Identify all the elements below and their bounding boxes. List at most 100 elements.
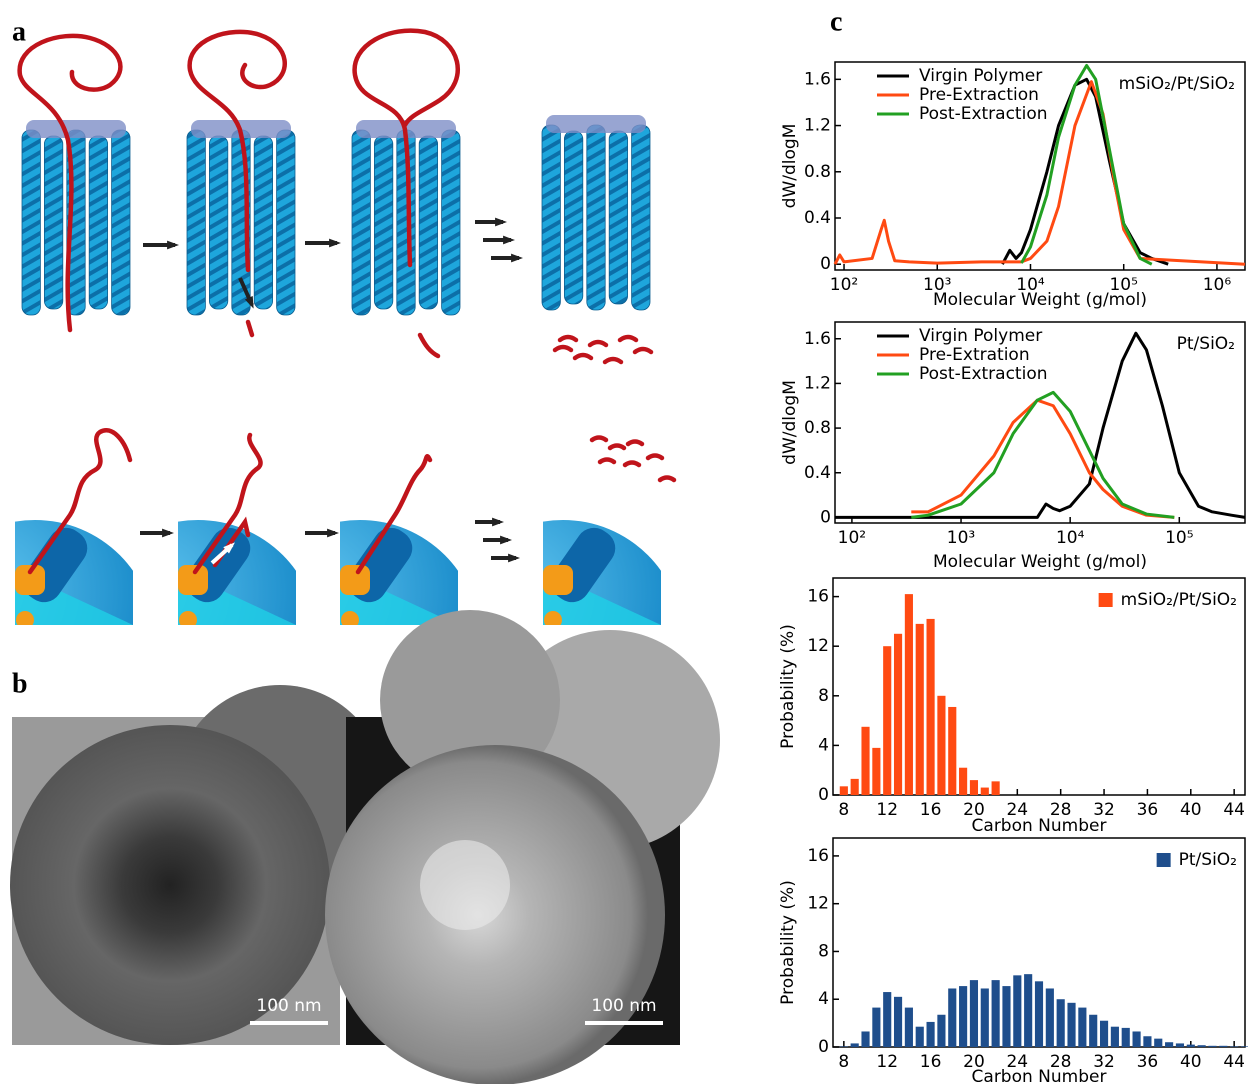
bar [1154,1039,1162,1047]
helix [609,131,627,304]
pt-particle [179,611,197,629]
bar [883,992,891,1047]
bar [861,1031,869,1047]
y-tick-label: 0.8 [804,162,831,182]
x-tick-label: 8 [838,800,849,820]
pt-particle [340,565,370,595]
polymer [592,438,606,441]
legend-label: mSiO₂/Pt/SiO₂ [1121,590,1237,610]
x-tick-label: 10² [830,275,858,295]
y-tick-label: 1.2 [804,373,831,393]
y-axis-label: Probability (%) [778,624,798,749]
arrow-head [503,236,515,245]
polymer [648,456,662,459]
x-tick-label: 10² [838,528,866,548]
y-tick-label: 8 [818,941,829,961]
x-tick-label: 12 [876,800,898,820]
y-tick-label: 0.4 [804,463,831,483]
helix [352,130,370,315]
bar [1230,1046,1238,1047]
bar [872,748,880,795]
x-axis-label: Carbon Number [972,816,1107,836]
polymer [555,347,571,350]
x-tick-label: 10⁶ [1203,275,1232,295]
arrow-head [329,239,341,248]
x-tick-label: 40 [1180,800,1202,820]
helix [564,131,582,304]
bar [883,646,891,795]
helix [374,136,392,309]
helix [187,130,205,315]
bar [1219,1046,1227,1047]
bar [1143,1036,1151,1047]
bar [1067,1003,1075,1047]
legend-label: Post-Extraction [919,104,1048,124]
x-tick-label: 10⁴ [1056,528,1085,548]
x-axis-label: Molecular Weight (g/mol) [933,552,1147,572]
bar [1187,1045,1195,1047]
annotation: Pt/SiO₂ [1177,334,1235,354]
legend-label: Post-Extraction [919,364,1048,384]
y-tick-label: 16 [807,846,829,866]
arrow-head [511,254,523,263]
bar [861,727,869,795]
series-line [911,400,1174,517]
y-tick-label: 1.2 [804,116,831,136]
bar [840,786,848,795]
x-tick-label: 10⁵ [1165,528,1193,548]
panel-label: b [12,668,28,699]
scale-label: 100 nm [591,996,656,1016]
scale-bar [585,1021,663,1025]
y-tick-label: 16 [807,587,829,607]
series-line [835,333,1245,517]
bar [1133,1031,1141,1047]
pt-particle [544,611,562,629]
bar [1046,988,1054,1047]
bar [1208,1046,1216,1047]
bar [1198,1045,1206,1047]
figure: a b c 100 nm 100 nm 00.40.81.21.610²10³1… [0,0,1248,1084]
y-tick-label: 12 [807,894,829,914]
polymer [560,337,576,340]
arrow-head [495,218,507,227]
bar [1176,1043,1184,1047]
x-tick-label: 36 [1137,1052,1159,1072]
bar [937,696,945,795]
bar [937,1015,945,1047]
polymer [248,322,252,335]
polymer [600,460,614,463]
y-tick-label: 0 [818,1037,829,1057]
chart: 04812168121620242832364044Carbon NumberP… [778,838,1248,1084]
bar [981,988,989,1047]
legend-label: Virgin Polymer [919,66,1042,86]
bar [927,619,935,795]
x-axis-label: Carbon Number [972,1067,1107,1084]
y-axis-label: dW/dlogM [780,124,800,209]
bar [1111,1027,1119,1047]
helix [22,130,40,315]
scale-bar [250,1021,328,1025]
helix-top [26,120,126,138]
bar [927,1022,935,1047]
helix [442,130,460,315]
chart: 00.40.81.21.610²10³10⁴10⁵10⁶Molecular We… [780,62,1245,310]
legend-swatch [1157,853,1171,867]
y-tick-label: 1.6 [804,69,831,89]
arrow-head [162,529,174,538]
pt-particle [178,565,208,595]
arrow-head [500,536,512,545]
y-axis-label: dW/dlogM [780,380,800,465]
arrow-head [167,241,179,250]
x-axis-label: Molecular Weight (g/mol) [933,290,1147,310]
legend-swatch [1099,593,1113,607]
bar [916,1027,924,1047]
y-tick-label: 12 [807,636,829,656]
polymer [628,442,642,445]
polymer [590,342,606,345]
x-tick-label: 44 [1223,1052,1245,1072]
pt-particle [543,565,573,595]
polymer [605,359,621,362]
legend-label: Pt/SiO₂ [1179,850,1237,870]
bar [970,980,978,1047]
panel-label: a [12,16,26,47]
